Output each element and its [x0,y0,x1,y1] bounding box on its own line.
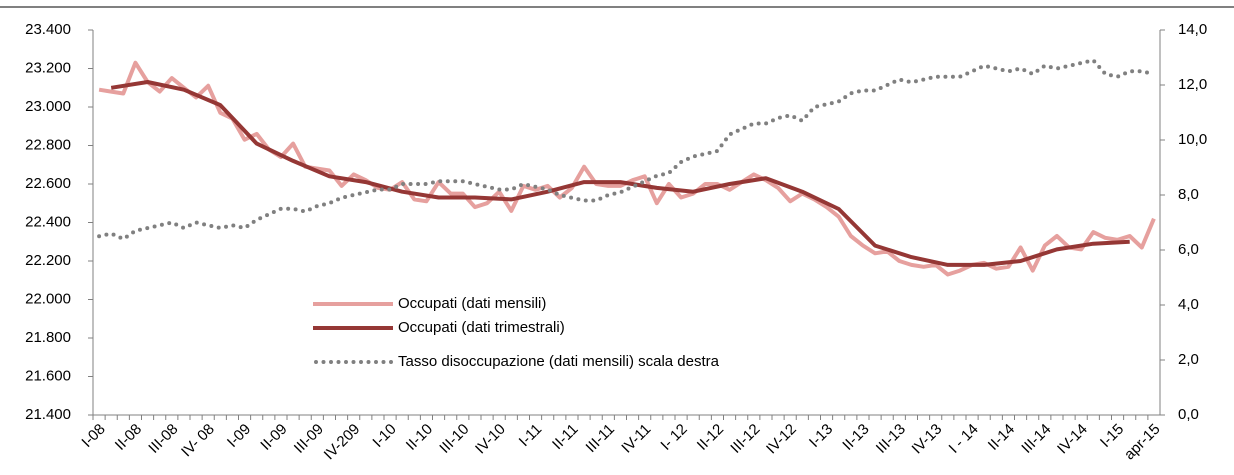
x-tick-label: I-09 [224,421,254,451]
x-tick-label: IV- 08 [178,421,218,461]
y2-tick-label: 0,0 [1178,406,1199,423]
y-tick-label: 22.400 [25,213,71,230]
x-tick-label: I- 12 [657,421,690,454]
series-line [110,80,1130,267]
x-tick-label: III-12 [727,421,763,457]
x-tick-label: IV-10 [472,421,509,458]
y2-tick-label: 8,0 [1178,186,1199,203]
x-tick-label: III-11 [583,421,618,456]
y2-tick-label: 10,0 [1178,131,1207,148]
y2-tick-label: 6,0 [1178,241,1199,258]
y2-tick-label: 14,0 [1178,21,1207,38]
x-tick-label: II-12 [694,421,727,454]
y-tick-label: 21.400 [25,406,71,423]
y-tick-label: 23.000 [25,98,71,115]
y2-tick-label: 2,0 [1178,351,1199,368]
y-tick-label: 23.200 [25,59,71,76]
y-tick-label: 21.800 [25,329,71,346]
x-tick-label: I-13 [806,421,836,451]
x-tick-label: II-14 [985,421,1018,454]
y-tick-label: 22.000 [25,290,71,307]
x-tick-label: III-08 [145,421,181,457]
y-tick-label: 22.600 [25,175,71,192]
x-tick-label: IV-11 [618,421,654,457]
x-tick-label: I-11 [516,421,546,451]
y-tick-label: 22.800 [25,136,71,153]
legend-label: Tasso disoccupazione (dati mensili) scal… [398,353,720,370]
x-tick-label: III-13 [873,421,909,457]
series-line [98,60,1156,277]
x-tick-label: IV-14 [1054,421,1091,458]
y-tick-label: 22.200 [25,252,71,269]
x-tick-label: III-14 [1018,421,1054,457]
x-tick-label: IV-13 [909,421,946,458]
x-tick-label: I-15 [1097,421,1127,451]
x-tick-label: I-08 [78,421,108,451]
x-tick-label: III-10 [436,421,472,457]
x-tick-label: I - 14 [946,421,982,457]
legend-label: Occupati (dati mensili) [398,295,546,312]
y-tick-label: 23.400 [25,21,71,38]
x-tick-label: II-10 [403,421,436,454]
x-tick-label: II-11 [549,421,581,453]
x-tick-label: apr-15 [1121,421,1164,464]
x-tick-label: II-08 [112,421,145,454]
y2-tick-label: 4,0 [1178,296,1199,313]
y-tick-label: 21.600 [25,367,71,384]
x-tick-label: II-13 [839,421,872,454]
y2-tick-label: 12,0 [1178,76,1207,93]
x-tick-label: I-10 [369,421,399,451]
x-tick-label: IV-12 [763,421,800,458]
x-tick-label: II-09 [257,421,290,454]
legend-label: Occupati (dati trimestrali) [398,319,565,336]
series-line [97,58,1156,241]
x-tick-label: IV-209 [321,421,364,464]
